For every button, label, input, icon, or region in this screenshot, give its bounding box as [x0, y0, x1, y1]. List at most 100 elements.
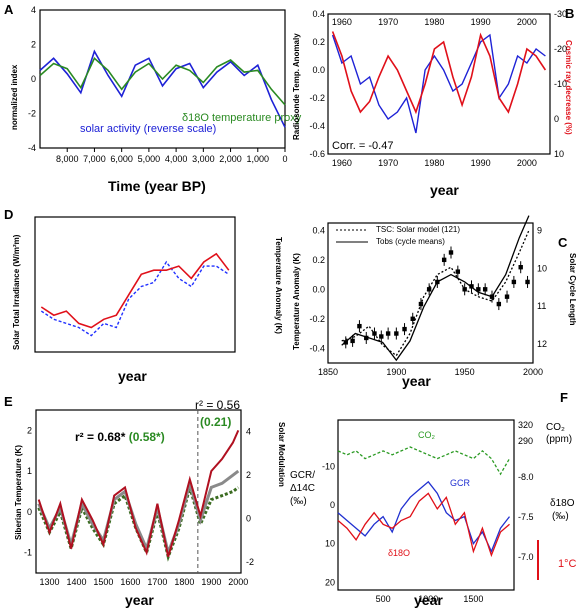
panel-b-ytick-label: -0.4: [309, 121, 325, 131]
panel-b-y2tick-label: 10: [554, 149, 564, 159]
panel-c-ylabel: Temperature Anomaly (K): [292, 253, 301, 350]
panel-f-ytick-label: 20: [325, 577, 335, 587]
panel-c-ytick-label: -0.2: [309, 314, 325, 324]
panel-e-r2-main: r² = 0.68* (0.58*): [75, 430, 165, 444]
panel-e-y2tick-label: 0: [246, 514, 251, 524]
panel-a-xtick-label: 6,000: [110, 154, 133, 164]
panel-b-ytick-label: -0.6: [309, 149, 325, 159]
panel-e-xtick-label: 1600: [120, 577, 140, 587]
panel-e-xtick-label: 1500: [93, 577, 113, 587]
panel-e-ytick-label: 1: [27, 466, 32, 476]
panel-b-corr: Corr. = -0.47: [332, 140, 394, 152]
panel-f-d18o-tick-label: -8.0: [518, 472, 534, 482]
panel-a-xtick-label: 4,000: [165, 154, 188, 164]
panel-f-d18o-tick-label: -7.0: [518, 552, 534, 562]
panel-c-marker: [511, 279, 517, 285]
panel-label-b: B: [565, 6, 575, 21]
panel-b-y2tick-label: -30: [554, 9, 567, 19]
panel-e-xtick-label: 1300: [39, 577, 59, 587]
panel-f-ytick-label: 10: [325, 539, 335, 549]
panel-b-xtick-label: 1960: [332, 158, 352, 168]
panel-d-irradiance-line: [40, 260, 230, 337]
panel-c-marker: [504, 294, 510, 299]
panel-b-y2tick-label: 0: [554, 114, 559, 124]
panel-c-y2label: Solar Cycle Length: [568, 253, 577, 326]
panel-c-y2tick-label: 10: [537, 263, 547, 273]
panel-c-marker: [476, 287, 481, 292]
panel-e-frame: [35, 409, 242, 574]
panel-b-xtick-top-label: 1970: [378, 17, 398, 27]
panel-c-y2tick-label: 11: [537, 301, 546, 311]
panel-b-xtick-label: 1980: [424, 158, 444, 168]
panel-e-ytick-label: 0: [27, 507, 32, 517]
panel-b-y2tick-label: -10: [554, 79, 567, 89]
panel-b-xtick-label: 1990: [471, 158, 491, 168]
panel-f-ylabel-2: Δ14C: [290, 483, 316, 494]
panel-a-xtick-label: 3,000: [192, 154, 215, 164]
panel-a-xtick-label: 1,000: [247, 154, 270, 164]
panel-b-temp-line: [331, 33, 546, 134]
panel-c-marker: [455, 269, 461, 274]
panel-f-ylabel-3: (‰): [290, 496, 307, 507]
panel-e-xtick-label: 1400: [66, 577, 86, 587]
panel-f-co2-line: [337, 446, 511, 476]
panel-e-r2-right: r² = 0.56: [195, 398, 241, 412]
panel-e-xlabel: year: [125, 592, 154, 608]
panel-c-legend-solar: TSC: Solar model (121): [376, 225, 461, 234]
panel-e-ylabel: Siberian Temperature (K): [14, 445, 23, 540]
panel-a: A normalized index 8,000 7,000 6,000 5,000 4…: [0, 0, 301, 200]
panel-c-marker: [518, 265, 523, 270]
panel-e-y2tick-label: 2: [246, 470, 251, 480]
panel-c-ytick-label: 0.2: [312, 255, 325, 265]
panel-f-d18o-tick-label: -7.5: [518, 512, 534, 522]
panel-b-ytick-label: -0.2: [309, 93, 325, 103]
panel-d-temperature-line: [40, 252, 230, 329]
panel-c-marker: [357, 323, 362, 329]
panel-f-frame: [337, 419, 515, 591]
panel-b-chart: 1960 1960 1970 1970 1980 1980 1990 1990 2000 2000…: [309, 9, 567, 168]
panel-f-d18o-label: δ18O: [388, 548, 411, 558]
panel-e-r2-main-value: r² = 0.68*: [75, 430, 129, 444]
panel-c-marker: [350, 338, 355, 344]
panel-f-one-degree: 1°C: [558, 558, 577, 570]
panel-a-xtick-label: 7,000: [83, 154, 106, 164]
panel-d-frame: [34, 216, 236, 353]
panel-a-xtick-label: 5,000: [138, 154, 161, 164]
panel-c-marker: [482, 287, 488, 292]
panel-a-solar-line: [39, 49, 286, 128]
panel-e-xtick-label: 2000: [228, 577, 248, 587]
panel-c-solar-line: [341, 230, 530, 357]
panel-f-co2-axis-2: (ppm): [546, 434, 573, 445]
panel-c-marker: [441, 257, 447, 263]
panel-f-d18o-axis-1: δ18O: [550, 498, 575, 509]
panel-e-y2tick-label: -2: [246, 557, 254, 567]
panel-c-marker: [496, 301, 502, 307]
panel-label-c: C: [558, 235, 568, 250]
panel-a-legend-solar: solar activity (reverse scale): [80, 123, 217, 135]
panel-c-xtick-label: 1950: [455, 367, 475, 377]
panel-b-xtick-label: 1970: [378, 158, 398, 168]
panel-a-ylabel: normalized index: [10, 64, 19, 130]
panel-e-ytick-label: 2: [27, 425, 32, 435]
panel-e-y2label: Solar Modulation: [277, 422, 286, 487]
panel-e: E Siberian Temperature (K) Solar Modulat…: [0, 390, 290, 614]
panel-d-ylabel: Solar Total Irradiance (W/m²m): [12, 234, 21, 350]
panel-c-marker: [343, 340, 348, 345]
panel-a-proxy-line: [39, 56, 286, 106]
panel-c-ytick-label: 0.0: [312, 284, 325, 294]
panel-c-marker: [448, 250, 454, 255]
panel-e-r2-right-paren: (0.21): [200, 415, 232, 429]
panel-a-xtick-label: 8,000: [56, 154, 79, 164]
panel-b-ytick-label: 0.0: [312, 65, 325, 75]
panel-c-y2tick-label: 12: [537, 339, 547, 349]
panel-c-marker: [525, 279, 530, 285]
panel-a-ytick-label: 4: [31, 5, 36, 15]
panel-b-xtick-top-label: 1960: [332, 17, 352, 27]
panel-e-y2tick-label: 4: [246, 427, 251, 437]
panel-c-frame: [327, 222, 534, 364]
panel-a-ytick-label: 2: [31, 40, 36, 50]
panel-b-ylabel: Radiosonde Temp. Anomaly: [292, 33, 301, 140]
panel-c-marker: [372, 331, 377, 336]
panel-e-red-line: [37, 429, 240, 557]
panel-c-xtick-label: 2000: [523, 367, 543, 377]
